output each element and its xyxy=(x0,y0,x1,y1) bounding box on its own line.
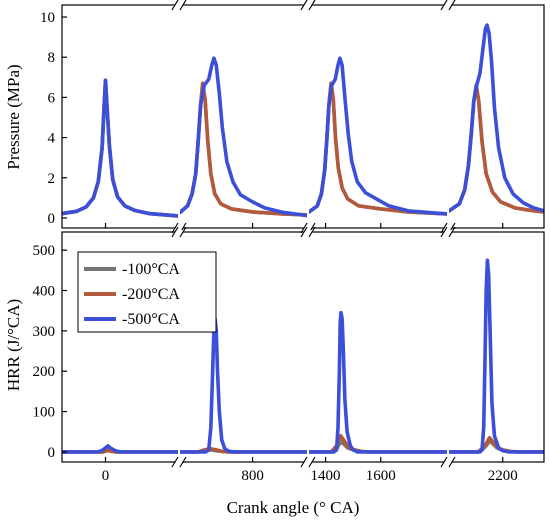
series-line xyxy=(62,444,178,454)
series-line xyxy=(309,433,447,454)
axis-break-gap xyxy=(175,460,183,464)
axis-break-gap xyxy=(444,230,452,234)
axis-break-mark xyxy=(171,226,179,238)
y-axis-title-pressure: Pressure (MPa) xyxy=(4,64,23,169)
x-tick-label: 2200 xyxy=(488,468,518,484)
series-line xyxy=(309,310,447,454)
y-tick-label: 300 xyxy=(33,324,56,340)
axis-break-mark xyxy=(171,0,179,11)
y-tick-label: 500 xyxy=(33,243,56,259)
y-tick-label: 100 xyxy=(33,405,56,421)
x-tick-label: 1400 xyxy=(311,468,341,484)
axis-break-gap xyxy=(444,460,452,464)
axis-break-gap xyxy=(304,226,312,230)
axis-break-gap xyxy=(304,460,312,464)
axis-break-mark xyxy=(300,0,308,11)
axis-break-gap xyxy=(444,226,452,230)
axis-break-mark xyxy=(171,456,179,468)
series-line xyxy=(449,258,544,454)
axis-break-mark xyxy=(448,0,456,11)
plot-area xyxy=(62,23,544,454)
axis-break-gap xyxy=(175,3,183,7)
y-tick-label: 400 xyxy=(33,284,56,300)
axis-break-mark xyxy=(448,226,456,238)
y-tick-label: 10 xyxy=(40,10,55,26)
series-line xyxy=(309,56,447,216)
y-tick-label: 2 xyxy=(48,171,56,187)
x-axis-title: Crank angle (° CA) xyxy=(227,498,360,517)
axis-break-mark xyxy=(171,222,179,234)
axis-break-mark xyxy=(179,456,187,468)
axis-break-gap xyxy=(304,230,312,234)
axis-break-mark xyxy=(300,222,308,234)
axis-break-gap xyxy=(444,3,452,7)
axis-break-mark xyxy=(440,222,448,234)
axis-break-mark xyxy=(308,456,316,468)
series-line xyxy=(449,23,544,213)
axis-break-mark xyxy=(179,0,187,11)
legend-label: -200°CA xyxy=(122,286,180,303)
series-line xyxy=(62,78,178,218)
axis-break-mark xyxy=(440,0,448,11)
series-line xyxy=(62,78,178,218)
y-tick-label: 0 xyxy=(48,445,56,461)
y-tick-label: 6 xyxy=(48,90,56,106)
axis-break-mark xyxy=(440,226,448,238)
series-line xyxy=(62,78,178,218)
legend: -100°CA -200°CA -500°CA xyxy=(77,251,217,333)
axis-break-mark xyxy=(300,226,308,238)
y-axis-title-hrr: HRR (J/°CA) xyxy=(4,299,23,391)
x-tick-label: 800 xyxy=(241,468,264,484)
legend-label: -100°CA xyxy=(122,261,180,278)
legend-label: -500°CA xyxy=(122,311,180,328)
series-line xyxy=(180,316,307,454)
y-tick-label: 0 xyxy=(48,211,56,227)
series-line xyxy=(180,56,307,218)
y-tick-label: 8 xyxy=(48,50,56,66)
axis-break-mark xyxy=(308,226,316,238)
x-tick-label: 1600 xyxy=(366,468,396,484)
x-tick-label: 0 xyxy=(102,468,110,484)
axis-break-mark xyxy=(179,226,187,238)
panel-frame xyxy=(61,231,545,463)
y-tick-label: 4 xyxy=(48,131,56,147)
axis-break-gap xyxy=(304,3,312,7)
axis-break-mark xyxy=(300,456,308,468)
axis-break-mark xyxy=(308,0,316,11)
axis-break-gap xyxy=(175,230,183,234)
y-tick-label: 200 xyxy=(33,364,56,380)
panel-frame xyxy=(61,4,545,229)
axis-break-mark xyxy=(440,456,448,468)
axis-break-gap xyxy=(175,226,183,230)
axis-break-mark xyxy=(448,456,456,468)
